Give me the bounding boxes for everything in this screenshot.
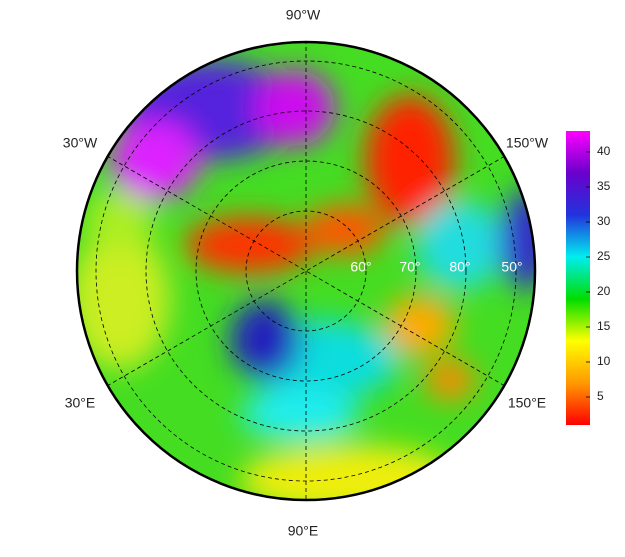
colorbar-tick-label: 40 (597, 144, 611, 158)
lon-label: 30°W (63, 135, 98, 151)
map-border (75, 40, 537, 502)
colorbar (566, 131, 590, 425)
colorbar-tick-label: 15 (597, 319, 611, 333)
lat-label: 70° (399, 259, 420, 275)
colorbar-tick-label: 25 (597, 249, 611, 263)
lon-label: 30°E (65, 395, 96, 411)
colorbar-tick-label: 30 (597, 214, 611, 228)
lon-label: 90°W (286, 7, 321, 23)
lat-label: 60° (350, 259, 371, 275)
lon-label: 90°E (288, 523, 319, 539)
colorbar-tick-label: 20 (597, 284, 611, 298)
lat-label: 50° (501, 259, 522, 275)
lon-label: 150°W (506, 135, 549, 151)
colorbar-tick-label: 5 (597, 389, 604, 403)
lat-label: 80° (449, 259, 470, 275)
colorbar-tick-label: 35 (597, 179, 611, 193)
colorbar-tick-label: 10 (597, 354, 611, 368)
lon-label: 150°E (508, 395, 546, 411)
map-field (77, 42, 535, 500)
